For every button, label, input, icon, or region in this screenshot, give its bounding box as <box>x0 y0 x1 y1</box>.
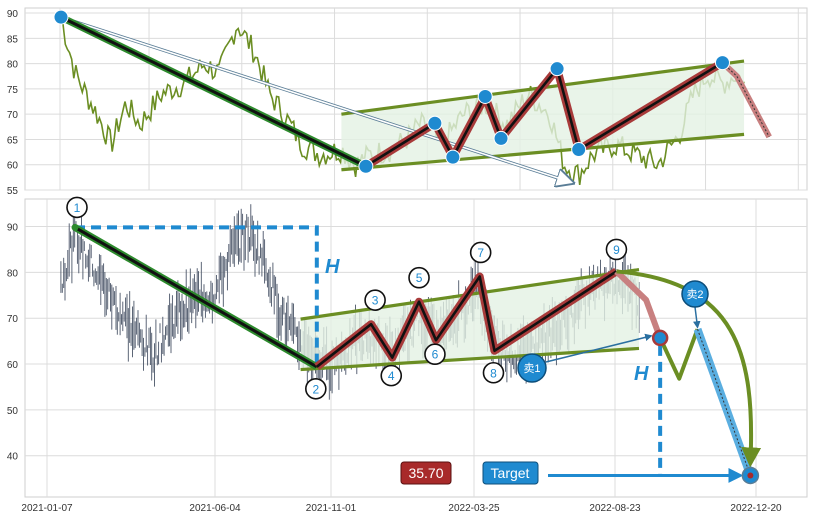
sell-1-badge: 卖1 <box>517 353 547 383</box>
projection-band <box>614 269 663 339</box>
bottom-markers <box>71 223 760 485</box>
top-y-tick-label: 60 <box>7 161 19 172</box>
wave-label-text: 9 <box>613 243 620 257</box>
wave-label-text: 3 <box>372 294 379 308</box>
bottom-y-tick-label: 80 <box>7 268 19 279</box>
projection-curve-arrow <box>616 269 762 468</box>
wave-label-8: 8 <box>482 361 505 384</box>
wave-label-text: 7 <box>477 246 484 260</box>
top-y-tick-label: 70 <box>7 110 19 121</box>
wave-label-9: 9 <box>605 238 628 261</box>
top-extension-dashed <box>722 62 770 138</box>
bottom-y-tick-label: 40 <box>7 452 19 463</box>
x-tick-label: 2021-01-07 <box>21 503 73 514</box>
top-y-tick-label: 55 <box>7 186 19 197</box>
target-label-badge: Target <box>482 461 539 485</box>
top-y-tick-label: 65 <box>7 135 19 146</box>
top-y-tick-label: 80 <box>7 60 19 71</box>
top-grid <box>25 8 807 191</box>
top-y-tick-label: 85 <box>7 34 19 45</box>
wave-label-text: 2 <box>312 382 319 396</box>
top-pivot-marker <box>493 130 509 146</box>
bottom-panel: 40 50 60 70 80 90 2021-01-07 2021-06-04 2021-11… <box>7 196 808 514</box>
bottom-downtrend-line <box>74 226 318 369</box>
top-pivot-marker <box>477 88 493 104</box>
wave-label-text: 5 <box>416 271 423 285</box>
wave-label-2: 2 <box>305 377 327 400</box>
top-channel-lower-line <box>341 132 745 172</box>
x-tick-label: 2022-12-20 <box>730 503 782 514</box>
target-value-badge: 35.70 <box>400 461 452 485</box>
x-tick-labels: 2021-01-07 2021-06-04 2021-11-01 2022-03-25… <box>21 503 782 514</box>
top-panel: 55 60 65 70 75 80 85 90 <box>7 7 808 197</box>
height-label-1: H <box>325 256 340 278</box>
x-tick-label: 2021-11-01 <box>306 503 357 514</box>
target-label-text: Target <box>491 465 530 481</box>
wave-1-point <box>71 223 79 231</box>
wave-labels: 1 2 3 4 5 6 7 8 9 <box>66 196 628 400</box>
wave-label-1: 1 <box>66 196 88 219</box>
top-y-tick-labels: 55 60 65 70 75 80 85 90 <box>7 9 19 197</box>
bottom-y-tick-label: 50 <box>7 406 19 417</box>
wave-label-text: 6 <box>432 348 439 362</box>
sell-1-arrow <box>545 333 653 363</box>
top-pivot-marker <box>358 158 374 174</box>
top-pivot-marker <box>714 55 730 71</box>
top-markers <box>53 9 730 174</box>
sell-1-point <box>651 329 669 347</box>
x-tick-label: 2022-03-25 <box>448 503 500 514</box>
wave-label-6: 6 <box>424 343 446 366</box>
bottom-y-tick-label: 60 <box>7 360 19 371</box>
projection-zigzag <box>658 328 700 381</box>
bottom-y-tick-labels: 40 50 60 70 80 90 <box>7 223 19 463</box>
sell-1-text: 卖1 <box>523 362 540 375</box>
top-downtrend-line <box>60 15 367 168</box>
wave-label-4: 4 <box>380 364 403 387</box>
x-tick-label: 2021-06-04 <box>189 503 241 514</box>
top-y-tick-label: 75 <box>7 85 19 96</box>
top-y-tick-label: 90 <box>7 9 19 20</box>
wave-label-7: 7 <box>469 241 492 264</box>
bottom-zigzag-line <box>315 270 618 368</box>
top-pivot-marker <box>427 115 443 131</box>
height-label-2: H <box>634 363 649 385</box>
target-value-text: 35.70 <box>408 465 443 481</box>
bottom-channel-lower-line <box>300 346 640 372</box>
wave-label-text: 4 <box>388 369 395 383</box>
top-pivot-marker <box>571 142 587 158</box>
target-point-core <box>747 472 754 479</box>
top-pivot-marker <box>549 61 565 77</box>
top-trend-arrow-inner <box>60 16 572 184</box>
wave-label-text: 1 <box>74 201 81 215</box>
wave-label-5: 5 <box>408 266 430 289</box>
x-tick-label: 2022-08-23 <box>589 503 641 514</box>
sell-2-arrow <box>693 306 701 329</box>
sell-2-badge: 卖2 <box>681 280 709 308</box>
top-pivot-marker <box>445 149 461 165</box>
wave-label-text: 8 <box>490 366 497 380</box>
sell-2-text: 卖2 <box>686 288 703 301</box>
height-dashed-guide <box>75 225 319 367</box>
top-pivot-marker <box>53 9 69 25</box>
wave-label-3: 3 <box>364 289 386 311</box>
bottom-y-tick-label: 70 <box>7 314 19 325</box>
bottom-y-tick-label: 90 <box>7 223 19 234</box>
